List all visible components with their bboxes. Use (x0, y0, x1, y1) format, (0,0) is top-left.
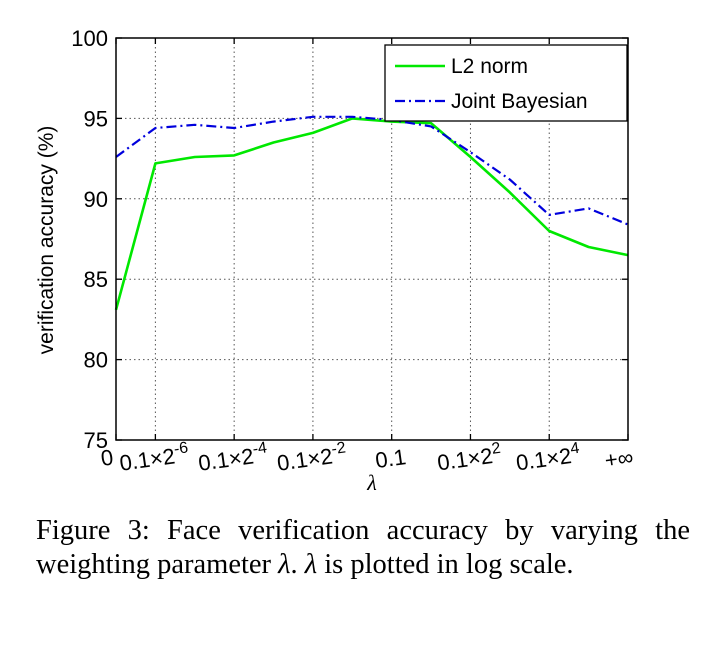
x-tick-label-6: 0.1×24 (514, 440, 582, 476)
x-tick-label-1: 0.1×2-6 (118, 439, 191, 475)
series-line-joint-bayesian (115, 115, 629, 226)
caption-prefix: Figure 3: Face verification accuracy by … (36, 515, 690, 580)
y-tick-label-100: 100 (71, 26, 108, 51)
y-tick-label-80: 80 (84, 348, 108, 373)
x-tick-label-2: 0.1×2-4 (196, 439, 269, 475)
plot-frame (115, 37, 629, 441)
figure-caption: Figure 3: Face verification accuracy by … (36, 514, 690, 582)
x-tick-label-3: 0.1×2-2 (275, 439, 348, 475)
x-tick-label-0: 0 (99, 444, 115, 470)
series-layer (114, 115, 629, 311)
y-axis-label: verification accuracy (%) (35, 126, 58, 355)
caption-suffix: is plotted in log scale. (317, 549, 574, 580)
series-line-l2-norm (114, 117, 629, 311)
caption-middle: . (290, 549, 305, 580)
y-tick-label-85: 85 (84, 267, 108, 292)
caption-lambda-2: λ (304, 549, 318, 580)
y-tick-label-75: 75 (84, 428, 108, 453)
legend-label-joint-bayesian: Joint Bayesian (451, 90, 588, 113)
legend-label-l2-norm: L2 norm (451, 55, 528, 78)
legend-box (384, 44, 628, 122)
x-tick-label-5: 0.1×22 (435, 440, 503, 476)
x-tick-label-4: 0.1 (374, 444, 408, 473)
caption-lambda-1: λ (278, 549, 291, 580)
y-tick-label-95: 95 (84, 106, 108, 131)
x-tick-label-7: +∞ (603, 444, 635, 473)
x-axis-label: λ (366, 470, 377, 495)
legend: L2 norm Joint Bayesian (384, 44, 628, 122)
line-chart: 75 80 85 90 95 100 0 0.1×2-6 0.1×2-4 0.1×2-2 0.1 0… (35, 26, 635, 495)
y-tick-label-90: 90 (84, 187, 108, 212)
